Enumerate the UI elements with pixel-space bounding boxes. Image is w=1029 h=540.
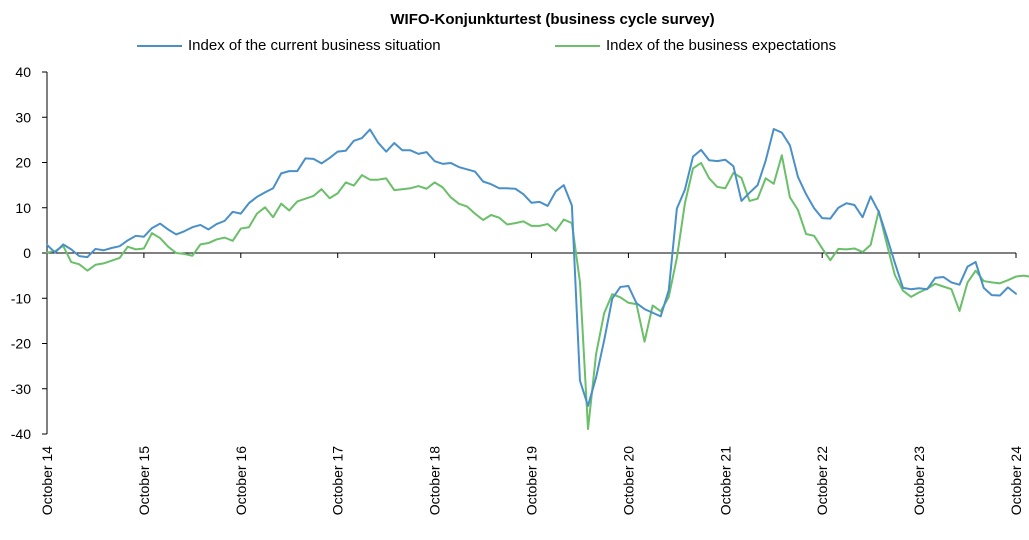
x-tick-label: October 24 — [1008, 446, 1024, 515]
y-tick-label: -20 — [11, 336, 31, 352]
tick-labels: 40 30 20 10 0 -10 -20 -30 -40 October 14 October 1… — [11, 64, 1024, 515]
chart-title: WIFO-Konjunkturtest (business cycle surv… — [390, 11, 715, 28]
y-tick-label: 20 — [15, 155, 31, 171]
x-tick-label: October 19 — [524, 446, 540, 515]
x-tick-label: October 17 — [330, 446, 346, 515]
x-tick-label: October 20 — [620, 446, 636, 515]
x-tick-label: October 18 — [427, 446, 443, 515]
y-tick-label: 0 — [23, 245, 31, 261]
legend-label-expectations: Index of the business expectations — [606, 37, 837, 54]
x-tick-label: October 14 — [39, 446, 55, 515]
legend-item-expectations: Index of the business expectations — [555, 37, 836, 54]
y-tick-label: 40 — [15, 64, 31, 80]
x-tick-label: October 15 — [136, 446, 152, 515]
x-tick-label: October 23 — [911, 446, 927, 515]
y-tick-label: -30 — [11, 381, 31, 397]
x-tick-label: October 22 — [814, 446, 830, 515]
y-tick-label: 10 — [15, 200, 31, 216]
series-line-expectations — [46, 154, 1029, 431]
series-line-current-situation — [46, 128, 1017, 407]
legend-swatch-expectations — [555, 44, 600, 47]
x-tick-label: October 16 — [233, 446, 249, 515]
axes — [42, 71, 1017, 435]
series-lines — [46, 128, 1029, 431]
legend-swatch-current-situation — [137, 44, 182, 47]
legend-label-current-situation: Index of the current business situation — [188, 37, 441, 54]
y-tick-label: -10 — [11, 290, 31, 306]
legend-item-current-situation: Index of the current business situation — [137, 37, 441, 54]
y-tick-label: 30 — [15, 109, 31, 125]
y-tick-label: -40 — [11, 426, 31, 442]
x-tick-label: October 21 — [717, 446, 733, 515]
